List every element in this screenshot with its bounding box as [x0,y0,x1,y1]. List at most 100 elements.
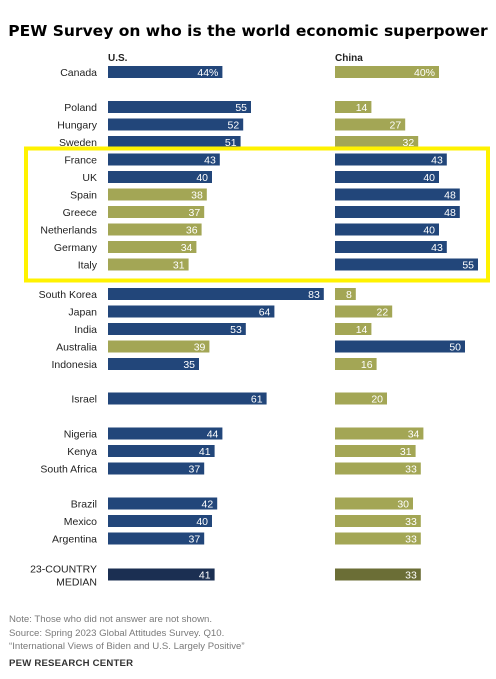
category-label-israel: Israel [71,394,97,406]
data-label-china-italy: 55 [462,260,474,272]
category-label-kenya: Kenya [67,446,97,458]
bar-us-india [108,323,246,335]
chart-source: Source: Spring 2023 Global Attitudes Sur… [9,628,225,639]
category-label-india: India [74,324,97,336]
data-label-china-brazil: 30 [397,499,409,511]
data-label-us-netherlands: 36 [186,225,198,237]
data-label-china-israel: 20 [371,394,383,406]
highlight-box [24,146,490,283]
data-label-china-greece: 48 [444,207,456,219]
category-label-australia: Australia [56,342,97,354]
data-label-us-mexico: 40 [196,516,208,528]
data-label-us-brazil: 42 [202,499,214,511]
bar-china-uk [335,171,439,183]
category-label-uk: UK [82,172,97,184]
data-label-us-australia: 39 [194,342,206,354]
category-label-south-korea: South Korea [39,289,98,301]
category-label-indonesia: Indonesia [51,359,97,371]
category-label-japan: Japan [68,307,97,319]
category-label-south-africa: South Africa [40,464,97,476]
bar-china-south-korea [335,288,356,300]
data-label-us-kenya: 41 [199,446,211,458]
source-organization: PEW RESEARCH CENTER [9,658,134,669]
category-label-23-country-median-line1: MEDIAN [56,577,97,589]
category-label-23-country-median-line0: 23-COUNTRY [30,564,97,576]
bar-china-kenya [335,445,416,457]
data-label-us-india: 53 [230,324,242,336]
category-label-canada: Canada [60,67,97,79]
bar-us-mexico [108,515,212,527]
data-label-us-indonesia: 35 [183,359,195,371]
data-label-china-hungary: 27 [390,120,402,132]
bar-us-japan [108,305,275,318]
chart-title: PEW Survey on who is the world economic … [8,22,488,40]
data-label-china-indonesia: 16 [361,359,373,371]
data-label-us-uk: 40 [196,172,208,184]
bar-china-australia [335,340,465,353]
data-label-china-germany: 43 [431,242,443,254]
bar-china-indonesia [335,358,377,370]
bar-us-sweden [108,136,241,148]
data-label-us-italy: 31 [173,260,185,272]
category-label-france: France [64,155,97,167]
bar-china-poland [335,101,372,113]
bar-us-hungary [108,118,244,131]
data-label-us-south-korea: 83 [308,289,320,301]
data-label-china-canada: 40% [414,67,435,79]
bar-us-kenya [108,445,215,457]
bar-us-israel [108,392,267,405]
category-label-brazil: Brazil [71,499,97,511]
bar-china-23-country-median [335,568,421,581]
data-label-us-germany: 34 [181,242,193,254]
category-label-argentina: Argentina [52,534,97,546]
category-label-greece: Greece [63,207,98,219]
bar-china-japan [335,305,393,318]
bar-us-nigeria [108,427,223,440]
chart-note: Note: Those who did not answer are not s… [9,614,213,625]
bar-us-argentina [108,532,205,545]
bar-china-hungary [335,118,406,131]
bar-us-uk [108,171,212,183]
data-label-china-nigeria: 34 [408,429,420,441]
bar-china-germany [335,241,447,253]
bar-china-france [335,153,447,166]
data-label-china-australia: 50 [449,342,461,354]
bar-us-brazil [108,497,218,510]
bar-us-indonesia [108,358,199,370]
data-label-us-canada: 44% [197,67,218,79]
data-label-us-israel: 61 [251,394,263,406]
bar-us-france [108,153,220,166]
data-label-us-greece: 37 [189,207,201,219]
data-label-us-japan: 64 [259,307,271,319]
data-label-us-sweden: 51 [225,137,237,149]
bar-china-sweden [335,136,419,148]
data-label-china-france: 43 [431,155,443,167]
data-label-us-nigeria: 44 [207,429,219,441]
bar-us-greece [108,206,205,218]
series-header-china: China [335,53,363,64]
bar-us-spain [108,188,207,201]
data-label-us-france: 43 [204,155,216,167]
category-label-spain: Spain [70,190,97,202]
data-label-china-mexico: 33 [405,516,417,528]
bar-china-india [335,323,372,335]
bar-us-south-africa [108,462,205,475]
bar-china-argentina [335,532,421,545]
series-header-u-s: U.S. [108,53,128,64]
bar-china-nigeria [335,427,424,440]
bar-us-23-country-median [108,568,215,581]
bar-china-brazil [335,497,413,510]
category-label-poland: Poland [64,102,97,114]
bar-china-italy [335,258,478,271]
data-label-us-poland: 55 [235,102,247,114]
category-label-sweden: Sweden [59,137,97,149]
bar-us-germany [108,241,197,253]
data-label-us-argentina: 37 [189,534,201,546]
data-label-us-spain: 38 [191,190,203,202]
data-label-china-argentina: 33 [405,534,417,546]
bar-us-netherlands [108,223,202,236]
data-label-china-poland: 14 [356,102,368,114]
data-label-china-netherlands: 40 [423,225,435,237]
data-label-china-south-korea: 8 [346,289,352,301]
